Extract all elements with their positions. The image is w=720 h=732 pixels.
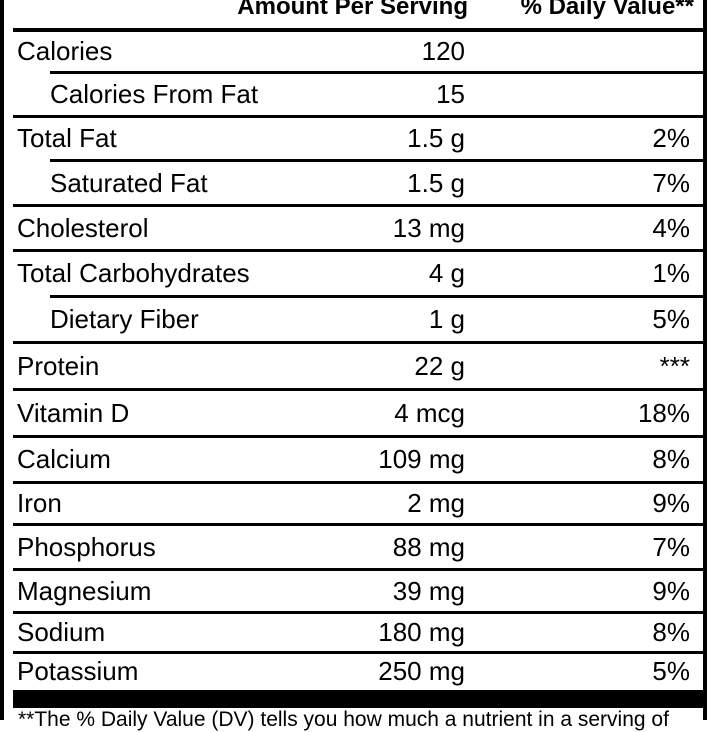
nutrient-label: Total Fat xyxy=(17,123,117,153)
nutrient-amount: 39 mg xyxy=(392,576,465,606)
nutrient-daily-value: 5% xyxy=(652,656,690,686)
nutrient-amount: 120 xyxy=(421,36,465,66)
nutrient-daily-value: 8% xyxy=(652,444,690,474)
row-divider xyxy=(13,481,703,484)
nutrient-row: Calcium 109 mg 8% xyxy=(0,435,720,482)
row-divider xyxy=(13,651,703,654)
row-divider xyxy=(13,435,703,438)
nutrient-label: Calcium xyxy=(17,444,111,474)
nutrient-amount: 180 mg xyxy=(378,617,465,647)
nutrient-row: Magnesium 39 mg 9% xyxy=(0,568,720,612)
nutrient-label: Total Carbohydrates xyxy=(17,258,250,288)
nutrient-amount: 13 mg xyxy=(392,213,465,243)
nutrient-label: Phosphorus xyxy=(17,532,156,562)
header-amount-per-serving: Amount Per Serving xyxy=(237,0,468,20)
nutrient-label: Calories xyxy=(17,36,113,66)
nutrient-amount: 88 mg xyxy=(392,532,465,562)
nutrient-daily-value: 4% xyxy=(652,213,690,243)
nutrient-amount: 4 g xyxy=(428,258,465,288)
nutrient-row: Total Fat 1.5 g 2% xyxy=(0,115,720,160)
nutrient-amount: 2 mg xyxy=(407,488,465,518)
nutrient-amount: 22 g xyxy=(414,351,465,381)
nutrient-label: Saturated Fat xyxy=(50,168,208,198)
nutrient-row: Calories 120 xyxy=(0,28,720,72)
nutrient-label: Calories From Fat xyxy=(50,79,259,109)
row-divider xyxy=(13,388,703,391)
row-divider xyxy=(13,28,703,32)
nutrient-amount: 1 g xyxy=(428,304,465,334)
nutrient-row: Calories From Fat 15 xyxy=(0,71,720,116)
nutrient-row: Vitamin D 4 mcg 18% xyxy=(0,388,720,436)
nutrient-label: Magnesium xyxy=(17,576,152,606)
row-divider xyxy=(13,611,703,614)
nutrient-row: Saturated Fat 1.5 g 7% xyxy=(0,159,720,205)
nutrient-label: Iron xyxy=(17,488,62,518)
nutrient-daily-value: *** xyxy=(659,351,690,381)
label-border-left xyxy=(0,0,4,720)
nutrient-amount: 250 mg xyxy=(378,656,465,686)
thick-divider-bar xyxy=(13,690,703,708)
row-divider xyxy=(13,204,703,207)
row-divider xyxy=(50,295,703,298)
nutrient-daily-value: 2% xyxy=(652,123,690,153)
label-border-right xyxy=(703,0,707,720)
nutrient-row: Total Carbohydrates 4 g 1% xyxy=(0,249,720,296)
nutrient-daily-value: 18% xyxy=(637,398,690,428)
nutrient-daily-value: 7% xyxy=(652,532,690,562)
nutrient-label: Protein xyxy=(17,351,100,381)
nutrient-label: Sodium xyxy=(17,617,106,647)
row-divider xyxy=(13,341,703,344)
nutrient-label: Cholesterol xyxy=(17,213,149,243)
nutrient-label: Dietary Fiber xyxy=(50,304,199,334)
row-divider xyxy=(13,115,703,118)
row-divider xyxy=(13,249,703,252)
nutrient-daily-value: 9% xyxy=(652,576,690,606)
nutrient-daily-value: 9% xyxy=(652,488,690,518)
nutrient-daily-value: 7% xyxy=(652,168,690,198)
nutrient-daily-value: 5% xyxy=(652,304,690,334)
nutrient-daily-value: 1% xyxy=(652,258,690,288)
nutrient-row: Cholesterol 13 mg 4% xyxy=(0,204,720,250)
nutrient-row: Dietary Fiber 1 g 5% xyxy=(0,295,720,342)
nutrient-row: Iron 2 mg 9% xyxy=(0,481,720,524)
nutrient-label: Vitamin D xyxy=(17,398,130,428)
nutrient-amount: 1.5 g xyxy=(407,168,465,198)
footnote: **The % Daily Value (DV) tells you how m… xyxy=(18,708,669,731)
nutrient-label: Potassium xyxy=(17,656,139,686)
row-divider xyxy=(50,159,703,162)
nutrient-amount: 1.5 g xyxy=(407,123,465,153)
nutrient-row: Potassium 250 mg 5% xyxy=(0,651,720,690)
row-divider xyxy=(50,71,703,74)
nutrient-amount: 4 mcg xyxy=(394,398,465,428)
nutrient-row: Sodium 180 mg 8% xyxy=(0,611,720,652)
nutrient-daily-value: 8% xyxy=(652,617,690,647)
row-divider xyxy=(13,568,703,571)
row-divider xyxy=(13,523,703,526)
nutrient-row: Phosphorus 88 mg 7% xyxy=(0,523,720,569)
nutrient-row: Protein 22 g *** xyxy=(0,341,720,389)
nutrient-amount: 15 xyxy=(436,79,465,109)
nutrient-amount: 109 mg xyxy=(378,444,465,474)
header-daily-value: % Daily Value** xyxy=(520,0,694,20)
